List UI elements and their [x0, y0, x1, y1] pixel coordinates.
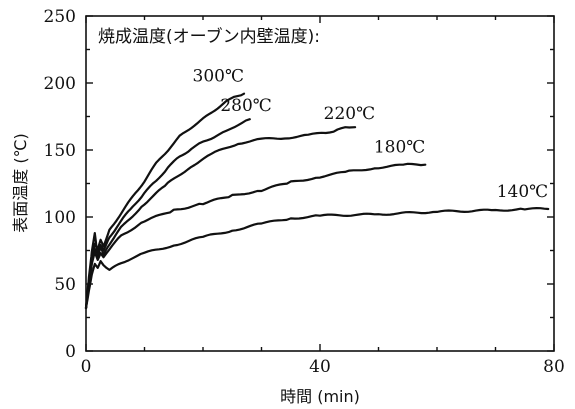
- series-label: 140℃: [497, 182, 548, 202]
- y-tick-label: 200: [44, 74, 76, 94]
- series-label: 220℃: [324, 104, 375, 124]
- axis-ticks: [85, 15, 555, 352]
- series-line: [84, 207, 550, 310]
- y-axis-title: 表面温度 (℃): [11, 133, 30, 233]
- x-tick-label: 80: [543, 357, 565, 377]
- y-tick-label: 0: [65, 342, 76, 362]
- x-tick-label: 0: [81, 357, 92, 377]
- series-label: 180℃: [374, 138, 425, 158]
- axis-tick-labels: 0 50 100 150 200 250 0 40 80: [44, 7, 565, 377]
- y-tick-label: 50: [54, 275, 76, 295]
- data-series: [84, 92, 550, 310]
- x-tick-label: 40: [309, 357, 331, 377]
- y-tick-label: 100: [44, 208, 76, 228]
- chart-title: 焼成温度(オーブン内壁温度):: [98, 26, 320, 47]
- series-line: [84, 92, 246, 310]
- plot-frame: [85, 15, 555, 352]
- series-labels: 300℃ 280℃ 220℃ 180℃ 140℃: [193, 67, 549, 202]
- y-tick-label: 250: [44, 7, 76, 27]
- series-label: 300℃: [193, 67, 244, 87]
- series-line: [84, 162, 427, 310]
- series-line: [84, 126, 357, 310]
- series-label: 280℃: [220, 96, 271, 116]
- x-axis-title: 時間 (min): [280, 387, 360, 406]
- y-tick-label: 150: [44, 141, 76, 161]
